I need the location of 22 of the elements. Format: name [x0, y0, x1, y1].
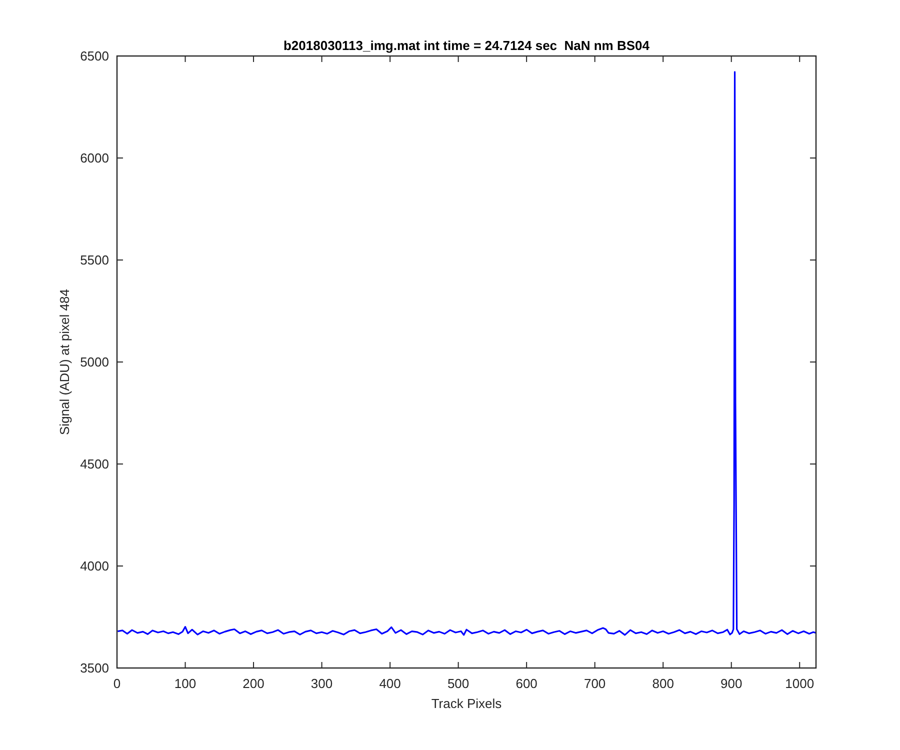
y-tick-label: 5500 [80, 252, 109, 268]
x-tick-label: 0 [113, 676, 121, 691]
x-tick-label: 600 [516, 676, 538, 691]
y-tick-label: 6500 [80, 48, 109, 64]
x-tick-label: 100 [174, 676, 196, 691]
x-tick-label: 1000 [785, 676, 814, 691]
x-tick-label: 200 [242, 676, 264, 691]
x-tick-label: 400 [379, 676, 401, 691]
y-axis-title: Signal (ADU) at pixel 484 [57, 289, 72, 435]
y-tick-label: 6000 [80, 150, 109, 166]
y-tick-label: 3500 [80, 660, 109, 676]
y-tick-label: 4500 [80, 456, 109, 472]
y-tick-label: 4000 [80, 558, 109, 574]
x-tick-label: 500 [447, 676, 470, 691]
chart-title: b2018030113_img.mat int time = 24.7124 sec NaN nm BS04 [283, 38, 650, 53]
line-series [116, 71, 817, 636]
y-tick-label: 5000 [80, 354, 109, 370]
x-tick-label: 800 [652, 676, 674, 691]
x-tick-label: 300 [310, 676, 333, 691]
x-tick-label: 900 [720, 676, 742, 691]
x-axis-title: Track Pixels [431, 696, 502, 711]
x-tick-label: 700 [584, 676, 606, 691]
